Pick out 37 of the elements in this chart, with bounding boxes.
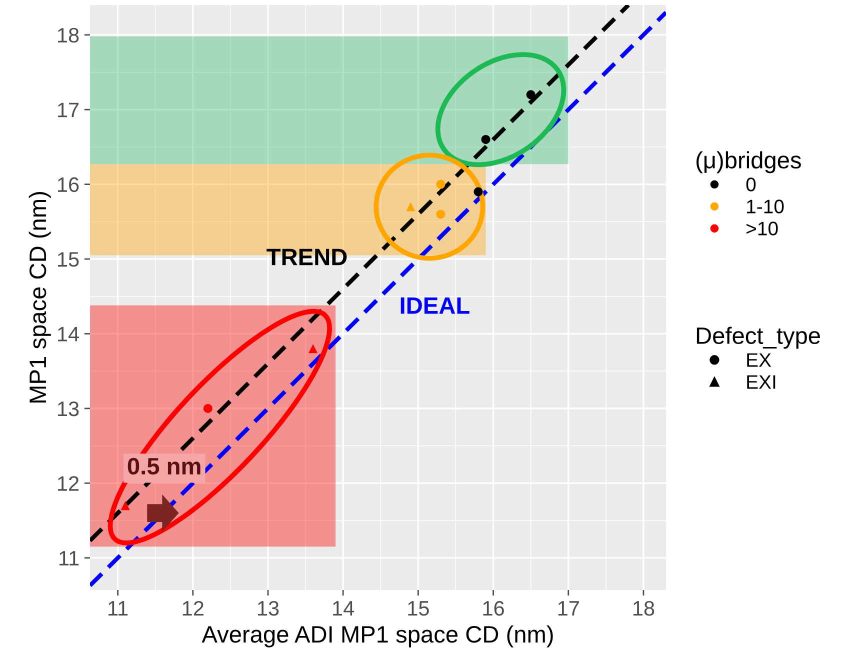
y-tick-label: 16 xyxy=(58,177,79,192)
point xyxy=(481,134,490,144)
y-tick-label: 15 xyxy=(58,252,79,267)
text: EXI xyxy=(747,375,776,389)
x-tick-label: 14 xyxy=(333,601,354,616)
legend-label: >10 xyxy=(746,222,778,236)
y-tick-label: 18 xyxy=(58,28,79,43)
x-tick-label: 15 xyxy=(408,601,429,616)
point xyxy=(436,210,446,219)
point xyxy=(526,90,536,100)
y-axis-title: MP1 space CD (nm) xyxy=(28,192,51,402)
x-tick-label: 16 xyxy=(483,600,504,616)
x-tick-label: 13 xyxy=(258,600,279,616)
legend-label: 1-10 xyxy=(747,200,784,214)
y-tick-label: 12 xyxy=(58,476,79,491)
series-label: TREND xyxy=(266,248,347,266)
text: Defect_type xyxy=(696,326,820,349)
text: (μ)bridges xyxy=(696,151,801,174)
series-label: IDEAL xyxy=(400,297,470,314)
point xyxy=(120,501,130,510)
point xyxy=(474,187,483,196)
annotation: 0.5 nm xyxy=(128,458,200,475)
point xyxy=(308,344,318,354)
x-tick-label: 17 xyxy=(558,601,579,616)
y-tick-label: 13 xyxy=(58,401,79,416)
y-tick-label: 17 xyxy=(58,102,79,118)
point xyxy=(203,404,212,413)
text: EX xyxy=(747,353,772,367)
x-tick-label: 12 xyxy=(182,600,204,616)
point xyxy=(406,202,416,212)
y-tick-label: 14 xyxy=(58,326,79,342)
legend-label: 0 xyxy=(746,178,756,192)
x-axis-title: Average ADI MP1 space CD (nm) xyxy=(202,625,553,648)
x-tick-label: 18 xyxy=(633,600,654,616)
point xyxy=(436,180,446,189)
x-tick-label: 11 xyxy=(108,601,128,616)
y-tick-label: 11 xyxy=(60,551,79,566)
